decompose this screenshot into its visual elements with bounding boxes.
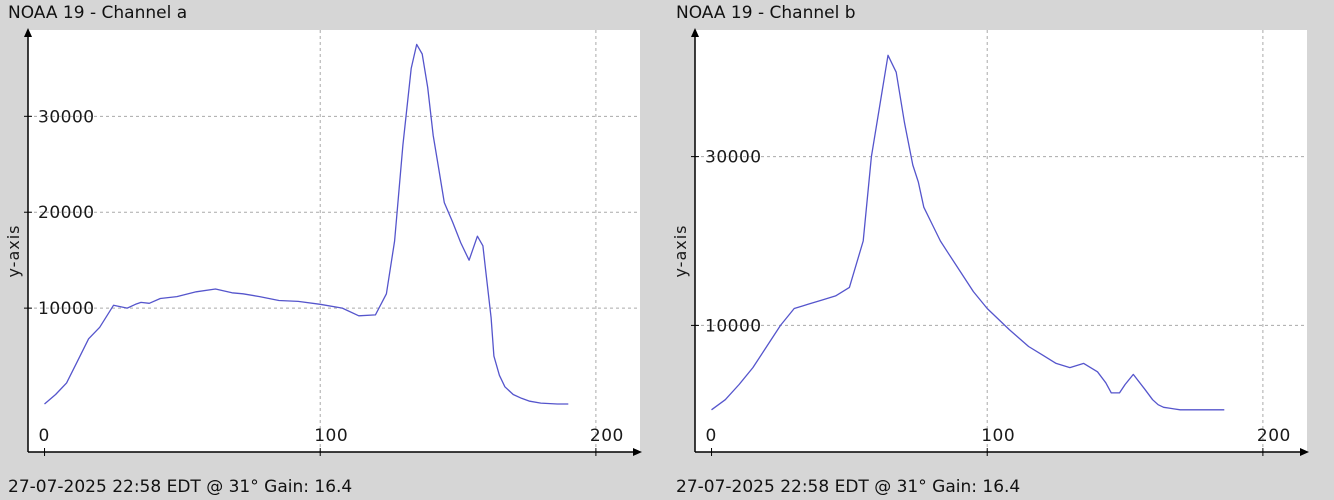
x-tick-label: 0 xyxy=(39,426,50,446)
x-tick-label: 100 xyxy=(981,426,1015,446)
y-tick-label: 20000 xyxy=(38,203,95,223)
chart-b-title: NOAA 19 - Channel b xyxy=(676,3,856,23)
x-axis-arrow xyxy=(1300,448,1309,456)
y-axis-arrow xyxy=(691,28,699,37)
chart-a-title: NOAA 19 - Channel a xyxy=(8,3,188,23)
y-tick-label: 30000 xyxy=(38,107,95,127)
chart-a-footer: 27-07-2025 22:58 EDT @ 31° Gain: 16.4 xyxy=(8,477,353,497)
plot-area xyxy=(28,30,640,452)
chart-a: 0 100 200 10000 20000 30000 y-axis xyxy=(4,28,642,456)
x-tick-label: 200 xyxy=(1257,426,1291,446)
chart-b-footer: 27-07-2025 22:58 EDT @ 31° Gain: 16.4 xyxy=(676,477,1021,497)
x-tick-label: 0 xyxy=(706,426,717,446)
x-axis-arrow xyxy=(633,448,642,456)
chart-b: 0 100 200 10000 30000 y-axis xyxy=(671,28,1309,456)
y-axis-label: y-axis xyxy=(4,224,23,277)
y-axis-label: y-axis xyxy=(671,224,690,277)
x-tick-label: 200 xyxy=(590,426,624,446)
series-line xyxy=(711,54,1225,411)
y-tick-label: 10000 xyxy=(38,299,95,319)
y-axis-arrow xyxy=(24,28,32,37)
x-tick-label: 100 xyxy=(314,426,348,446)
y-tick-label: 10000 xyxy=(705,316,762,336)
plot-area xyxy=(695,30,1307,452)
series-line xyxy=(44,43,569,405)
y-tick-label: 30000 xyxy=(705,148,762,168)
